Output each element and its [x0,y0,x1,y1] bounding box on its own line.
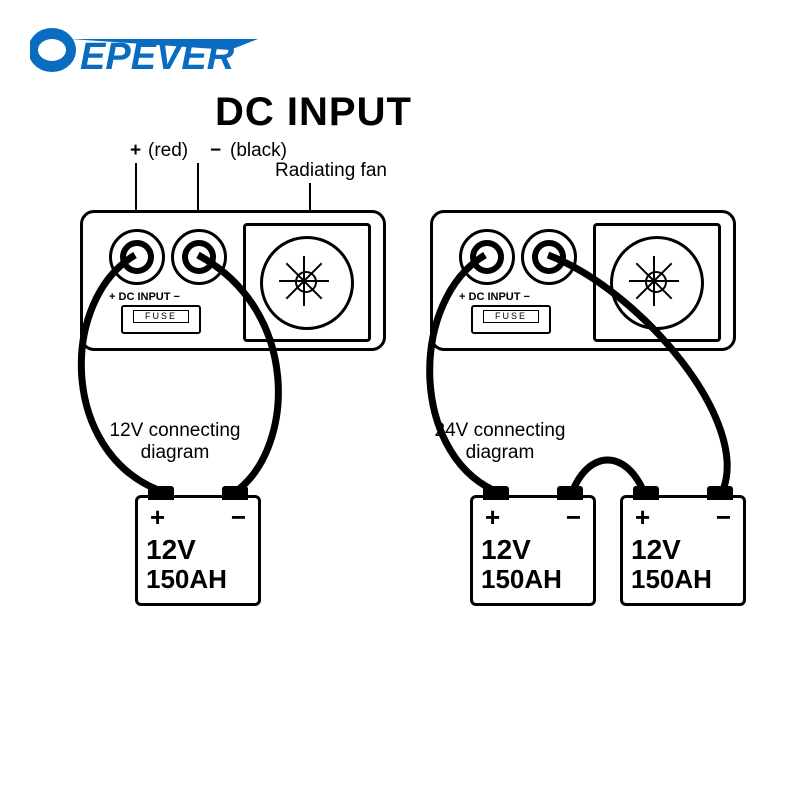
battery-terminal-minus [222,486,248,500]
annot-pos-color: (red) [148,140,188,162]
dc-terminal-minus [521,229,577,285]
brand-logo: EPEVER [30,25,260,80]
panel-label: + DC INPUT − [109,291,180,303]
annot-neg-color: (black) [230,140,287,162]
battery-terminal-plus [483,486,509,500]
dc-terminal-plus [459,229,515,285]
battery-voltage: 12V [631,534,681,566]
fuse-holder: FUSE [471,305,551,334]
battery-capacity: 150AH [481,564,562,595]
annot-neg-sign: − [210,140,221,162]
battery-voltage: 12V [146,534,196,566]
battery-24v-b: + − 12V 150AH [620,495,746,606]
main-title: DC INPUT [215,90,412,135]
dc-terminal-minus [171,229,227,285]
battery-terminal-plus [148,486,174,500]
battery-terminal-plus [633,486,659,500]
annot-fan: Radiating fan [275,160,387,182]
radiating-fan [593,223,721,342]
dc-terminal-plus [109,229,165,285]
annot-pos-sign: + [130,140,141,162]
battery-terminal-minus [557,486,583,500]
battery-minus-sign: − [716,502,731,533]
battery-minus-sign: − [231,502,246,533]
diagram-label-12v: 12V connectingdiagram [90,420,260,464]
battery-capacity: 150AH [631,564,712,595]
radiating-fan [243,223,371,342]
battery-plus-sign: + [485,502,500,533]
fuse-holder: FUSE [121,305,201,334]
battery-12v-single: + − 12V 150AH [135,495,261,606]
battery-24v-a: + − 12V 150AH [470,495,596,606]
battery-capacity: 150AH [146,564,227,595]
battery-voltage: 12V [481,534,531,566]
inverter-device-left: + DC INPUT − FUSE [80,210,386,351]
diagram-label-24v: 24V connectingdiagram [415,420,585,464]
battery-plus-sign: + [150,502,165,533]
battery-minus-sign: − [566,502,581,533]
panel-label: + DC INPUT − [459,291,530,303]
inverter-device-right: + DC INPUT − FUSE [430,210,736,351]
brand-text: EPEVER [80,36,235,75]
battery-terminal-minus [707,486,733,500]
battery-plus-sign: + [635,502,650,533]
